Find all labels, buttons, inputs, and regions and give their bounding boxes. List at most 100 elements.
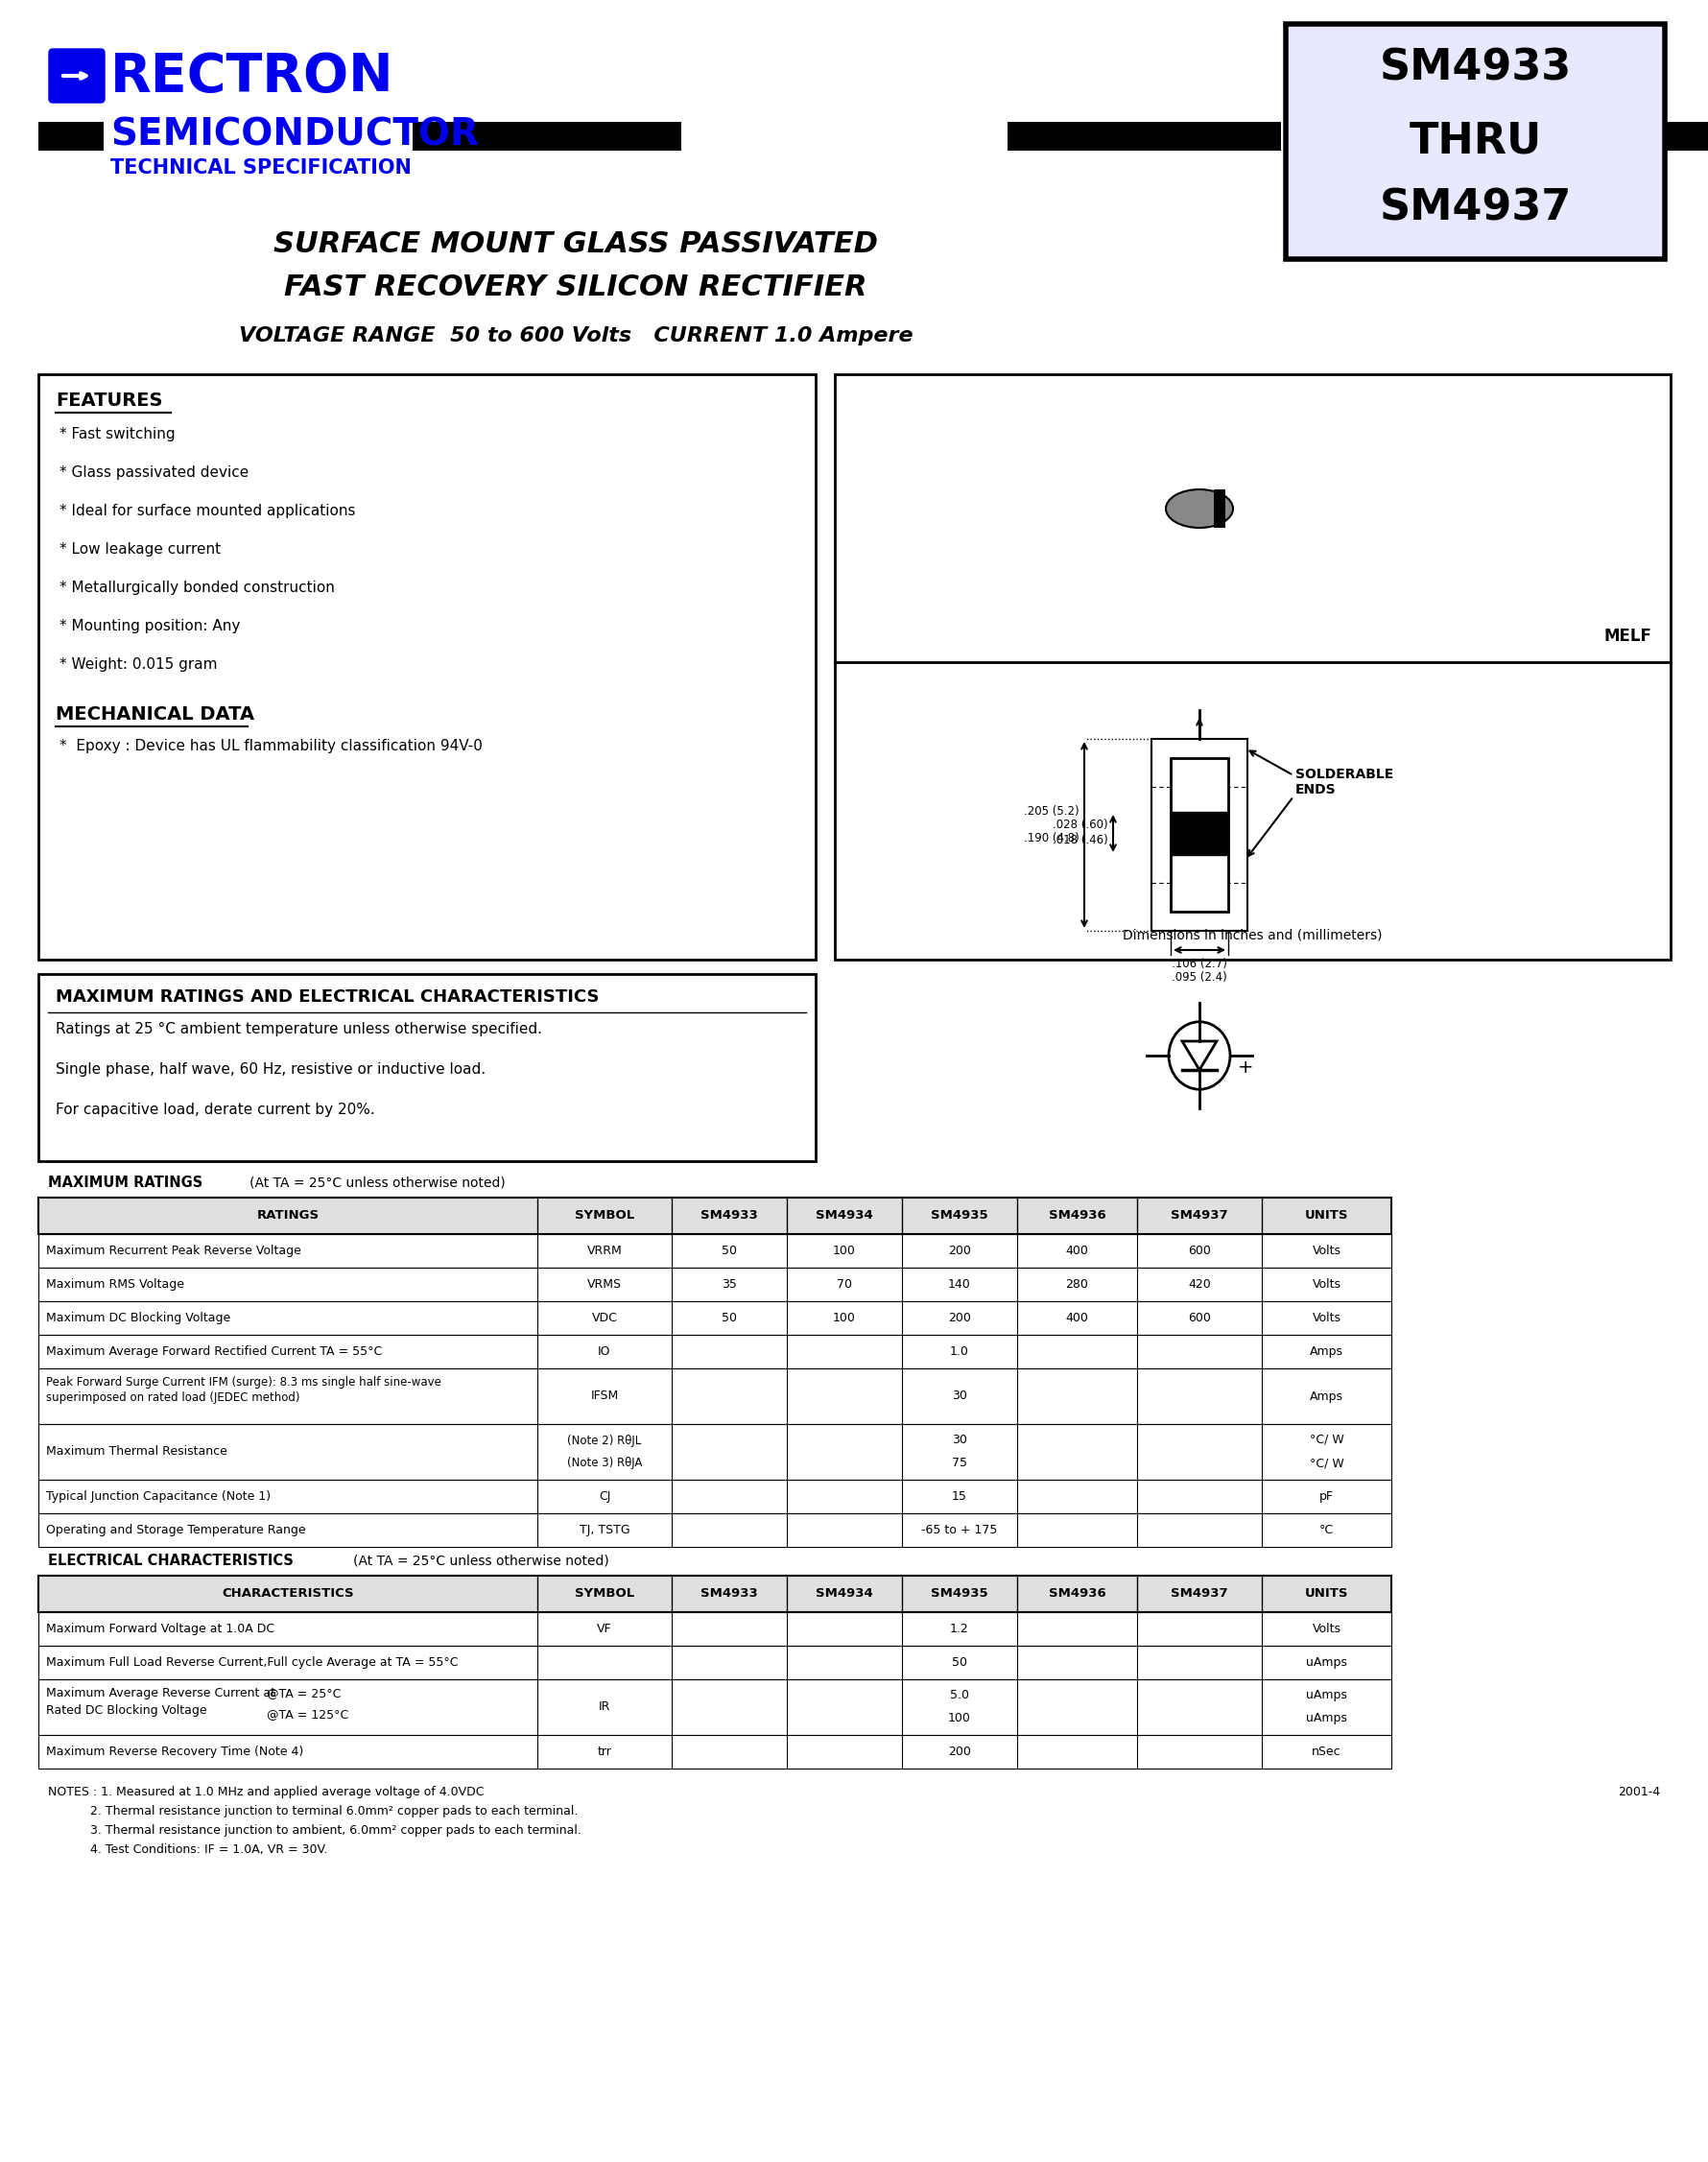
Bar xyxy=(38,1235,1390,1267)
Text: CHARACTERISTICS: CHARACTERISTICS xyxy=(222,1587,354,1600)
Bar xyxy=(38,1369,1390,1425)
Bar xyxy=(38,1267,1390,1302)
Text: TECHNICAL SPECIFICATION: TECHNICAL SPECIFICATION xyxy=(111,158,412,177)
Text: * Glass passivated device: * Glass passivated device xyxy=(60,465,249,480)
Text: SM4935: SM4935 xyxy=(931,1587,987,1600)
Text: UNITS: UNITS xyxy=(1303,1209,1348,1222)
Bar xyxy=(38,1334,1390,1369)
Text: 50: 50 xyxy=(721,1245,736,1256)
Text: 35: 35 xyxy=(721,1278,736,1291)
Text: .190 (4.8): .190 (4.8) xyxy=(1023,832,1079,845)
Text: Maximum Full Load Reverse Current,Full cycle Average at TA = 55°C: Maximum Full Load Reverse Current,Full c… xyxy=(46,1656,458,1669)
Text: IR: IR xyxy=(598,1701,610,1712)
Text: FAST RECOVERY SILICON RECTIFIER: FAST RECOVERY SILICON RECTIFIER xyxy=(284,272,866,301)
Text: SM4937: SM4937 xyxy=(1170,1587,1228,1600)
Text: SM4933: SM4933 xyxy=(700,1587,758,1600)
Text: VOLTAGE RANGE  50 to 600 Volts   CURRENT 1.0 Ampere: VOLTAGE RANGE 50 to 600 Volts CURRENT 1.… xyxy=(239,326,912,346)
Text: 100: 100 xyxy=(832,1245,856,1256)
Text: Operating and Storage Temperature Range: Operating and Storage Temperature Range xyxy=(46,1524,306,1537)
Text: -65 to + 175: -65 to + 175 xyxy=(921,1524,997,1537)
Text: MAXIMUM RATINGS AND ELECTRICAL CHARACTERISTICS: MAXIMUM RATINGS AND ELECTRICAL CHARACTER… xyxy=(56,988,600,1005)
Text: FEATURES: FEATURES xyxy=(56,391,162,411)
Text: * Low leakage current: * Low leakage current xyxy=(60,543,220,556)
Text: MAXIMUM RATINGS: MAXIMUM RATINGS xyxy=(48,1176,203,1189)
Text: superimposed on rated load (JEDEC method): superimposed on rated load (JEDEC method… xyxy=(46,1392,299,1403)
Text: @TA = 125°C: @TA = 125°C xyxy=(266,1708,348,1721)
Text: 50: 50 xyxy=(721,1312,736,1325)
Text: SM4935: SM4935 xyxy=(931,1209,987,1222)
Bar xyxy=(38,1425,1390,1479)
Bar xyxy=(38,1198,1390,1235)
Text: * Fast switching: * Fast switching xyxy=(60,428,176,441)
Text: Single phase, half wave, 60 Hz, resistive or inductive load.: Single phase, half wave, 60 Hz, resistiv… xyxy=(56,1062,485,1077)
Text: Maximum Recurrent Peak Reverse Voltage: Maximum Recurrent Peak Reverse Voltage xyxy=(46,1245,301,1256)
Bar xyxy=(38,1235,1390,1267)
Text: 400: 400 xyxy=(1066,1312,1088,1325)
Bar xyxy=(1170,759,1228,912)
Text: SYMBOL: SYMBOL xyxy=(574,1587,634,1600)
Text: 140: 140 xyxy=(948,1278,970,1291)
Bar xyxy=(834,374,1670,960)
Text: 30: 30 xyxy=(951,1433,967,1446)
Bar xyxy=(38,1479,1390,1513)
Text: Amps: Amps xyxy=(1308,1390,1342,1403)
Text: SM4934: SM4934 xyxy=(815,1587,873,1600)
Text: 1.2: 1.2 xyxy=(950,1624,968,1634)
Text: 15: 15 xyxy=(951,1490,967,1503)
Text: Amps: Amps xyxy=(1308,1345,1342,1358)
Text: pF: pF xyxy=(1319,1490,1332,1503)
Text: RECTRON: RECTRON xyxy=(111,52,395,102)
Text: °C: °C xyxy=(1319,1524,1332,1537)
Text: MECHANICAL DATA: MECHANICAL DATA xyxy=(56,705,254,724)
Text: 420: 420 xyxy=(1187,1278,1211,1291)
Bar xyxy=(38,1513,1390,1546)
Bar xyxy=(38,1267,1390,1302)
Text: 200: 200 xyxy=(948,1745,970,1758)
Text: trr: trr xyxy=(598,1745,611,1758)
Bar xyxy=(1170,811,1228,854)
Text: Maximum RMS Voltage: Maximum RMS Voltage xyxy=(46,1278,184,1291)
Text: SURFACE MOUNT GLASS PASSIVATED: SURFACE MOUNT GLASS PASSIVATED xyxy=(273,231,878,257)
Text: *  Epoxy : Device has UL flammability classification 94V-0: * Epoxy : Device has UL flammability cla… xyxy=(60,739,482,752)
Text: Maximum Thermal Resistance: Maximum Thermal Resistance xyxy=(46,1446,227,1457)
Text: uAmps: uAmps xyxy=(1305,1712,1346,1725)
Bar xyxy=(38,121,104,151)
Text: MELF: MELF xyxy=(1602,627,1650,644)
Bar xyxy=(38,1680,1390,1734)
Text: 4. Test Conditions: IF = 1.0A, VR = 30V.: 4. Test Conditions: IF = 1.0A, VR = 30V. xyxy=(48,1844,328,1855)
Bar xyxy=(38,1645,1390,1680)
Bar xyxy=(412,121,681,151)
Bar xyxy=(1284,24,1664,259)
Bar xyxy=(38,1198,1390,1235)
Text: uAmps: uAmps xyxy=(1305,1656,1346,1669)
Text: Typical Junction Capacitance (Note 1): Typical Junction Capacitance (Note 1) xyxy=(46,1490,270,1503)
Bar xyxy=(38,1734,1390,1769)
Text: UNITS: UNITS xyxy=(1303,1587,1348,1600)
Bar xyxy=(38,1734,1390,1769)
Text: Maximum Forward Voltage at 1.0A DC: Maximum Forward Voltage at 1.0A DC xyxy=(46,1624,275,1634)
Bar xyxy=(38,1645,1390,1680)
Bar xyxy=(38,1302,1390,1334)
Bar xyxy=(1664,121,1708,151)
Text: SM4936: SM4936 xyxy=(1047,1587,1105,1600)
Text: TJ, TSTG: TJ, TSTG xyxy=(579,1524,630,1537)
Text: NOTES : 1. Measured at 1.0 MHz and applied average voltage of 4.0VDC: NOTES : 1. Measured at 1.0 MHz and appli… xyxy=(48,1786,483,1799)
Text: SM4933: SM4933 xyxy=(700,1209,758,1222)
Text: CJ: CJ xyxy=(598,1490,610,1503)
Text: SYMBOL: SYMBOL xyxy=(574,1209,634,1222)
Text: * Ideal for surface mounted applications: * Ideal for surface mounted applications xyxy=(60,504,355,519)
Text: 2. Thermal resistance junction to terminal 6.0mm² copper pads to each terminal.: 2. Thermal resistance junction to termin… xyxy=(48,1805,577,1818)
Text: uAmps: uAmps xyxy=(1305,1689,1346,1701)
Text: °C/ W: °C/ W xyxy=(1308,1457,1342,1470)
Text: Maximum Average Reverse Current at: Maximum Average Reverse Current at xyxy=(46,1686,275,1699)
Text: 70: 70 xyxy=(837,1278,852,1291)
Text: (At TA = 25°C unless otherwise noted): (At TA = 25°C unless otherwise noted) xyxy=(354,1554,608,1567)
Text: * Metallurgically bonded construction: * Metallurgically bonded construction xyxy=(60,582,335,595)
Text: (Note 3) RθJA: (Note 3) RθJA xyxy=(567,1457,642,1470)
FancyBboxPatch shape xyxy=(50,50,104,102)
Bar xyxy=(38,1576,1390,1613)
Bar xyxy=(1151,739,1247,932)
Text: SEMICONDUCTOR: SEMICONDUCTOR xyxy=(111,117,478,154)
Bar xyxy=(38,1613,1390,1645)
Text: 75: 75 xyxy=(951,1457,967,1470)
